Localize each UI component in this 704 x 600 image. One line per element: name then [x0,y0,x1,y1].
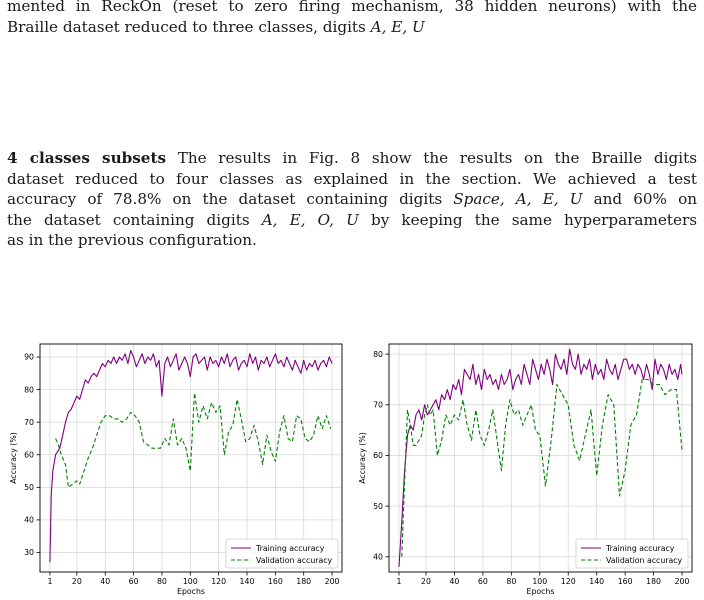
y-tick-label: 70 [373,401,383,410]
chart-left-accuracy: 1 20 40 60 80 100 120 140 160 180 2003040506070809… [9,343,343,596]
legend-box [575,538,689,569]
x-tick-label: 80 [506,577,516,586]
x-tick-label: 140 [240,577,255,586]
x-tick-label: 100 [183,577,198,586]
digits-italic: A, E, U [370,17,425,36]
x-tick-label: 20 [421,577,431,586]
paragraph-4-classes-subsets: 4 classes subsets The results in Fig. 8 … [7,148,697,251]
y-tick-label: 90 [24,353,34,362]
x-tick-label: 40 [449,577,459,586]
y-tick-label: 50 [24,483,34,492]
x-tick-label: 40 [100,577,110,586]
text-line: dataset reduced to four classes as expla… [7,169,697,188]
paragraph-caption-continuation: mented in ReckOn (reset to zero firing m… [7,0,697,37]
series-line-1 [401,378,683,557]
legend-box [225,538,339,569]
legend-label-1: Validation accuracy [256,556,333,565]
x-axis-label: Epochs [177,587,205,596]
x-tick-label: 60 [129,577,139,586]
legend: Training accuracy Validation accuracy [225,538,339,569]
y-tick-label: 70 [24,418,34,427]
text-line: 4 classes subsets The results in Fig. 8 … [7,148,697,169]
x-tick-label: 80 [157,577,167,586]
x-tick-label: 120 [561,577,576,586]
digits-italic: Space, A, E, U [453,190,583,208]
y-axis-label: Accuracy (%) [9,432,18,484]
legend-label-0: Training accuracy [255,544,325,553]
x-axis-label: Epochs [527,587,555,596]
y-tick-label: 50 [373,502,383,511]
y-tick-label: 60 [373,451,383,460]
x-tick-label: 160 [268,577,283,586]
y-axis-label: Accuracy (%) [358,432,367,484]
text-line: accuracy of 78.8% on the dataset contain… [7,189,697,210]
x-tick-label: 20 [72,577,82,586]
text-line: as in the previous configuration. [7,231,257,249]
grid-lines [40,344,342,572]
y-tick-label: 80 [24,385,34,394]
legend-label-1: Validation accuracy [606,556,683,565]
x-tick-label: 1 [396,577,401,586]
text-line: Braille dataset reduced to three classes… [7,17,697,38]
x-tick-label: 120 [211,577,226,586]
legend: Training accuracy Validation accuracy [575,538,689,569]
digits-italic: A, E, O, U [261,210,359,229]
x-tick-label: 180 [646,577,661,586]
y-tick-label: 40 [24,516,34,525]
series-line-1 [55,392,332,488]
legend-label-0: Training accuracy [605,544,675,553]
plot-frame [388,343,693,573]
grid-lines [389,344,692,572]
paragraph-heading: 4 classes subsets [7,149,167,167]
series-line-0 [49,349,333,563]
text-line: the dataset containing digits A, E, O, U… [7,210,697,231]
y-tick-label: 80 [373,350,383,359]
x-tick-label: 100 [532,577,547,586]
y-tick-label: 60 [24,450,34,459]
text-run: Braille dataset reduced to three classes… [7,17,371,36]
x-tick-label: 60 [478,577,488,586]
x-tick-label: 200 [675,577,690,586]
x-tick-label: 200 [325,577,340,586]
x-tick-label: 1 [47,577,52,586]
x-tick-label: 160 [618,577,633,586]
plot-frame [39,343,343,573]
x-tick-label: 180 [296,577,311,586]
y-tick-label: 30 [24,548,34,557]
chart-right-accuracy: 1 20 40 60 80 100 120 140 160 180 2004050607080Epo… [358,343,693,596]
text-line: mented in ReckOn (reset to zero firing m… [7,0,697,15]
series-line-0 [398,348,683,567]
x-tick-label: 140 [589,577,604,586]
text-run: and 60% on [582,190,697,208]
text-run: accuracy of 78.8% on the dataset contain… [7,190,454,208]
text-run: by keeping the same hyperparameters [358,210,697,229]
text-run: the dataset containing digits [7,210,262,229]
y-tick-label: 40 [373,553,383,562]
text-run: The results in Fig. 8 show the results o… [166,149,697,167]
